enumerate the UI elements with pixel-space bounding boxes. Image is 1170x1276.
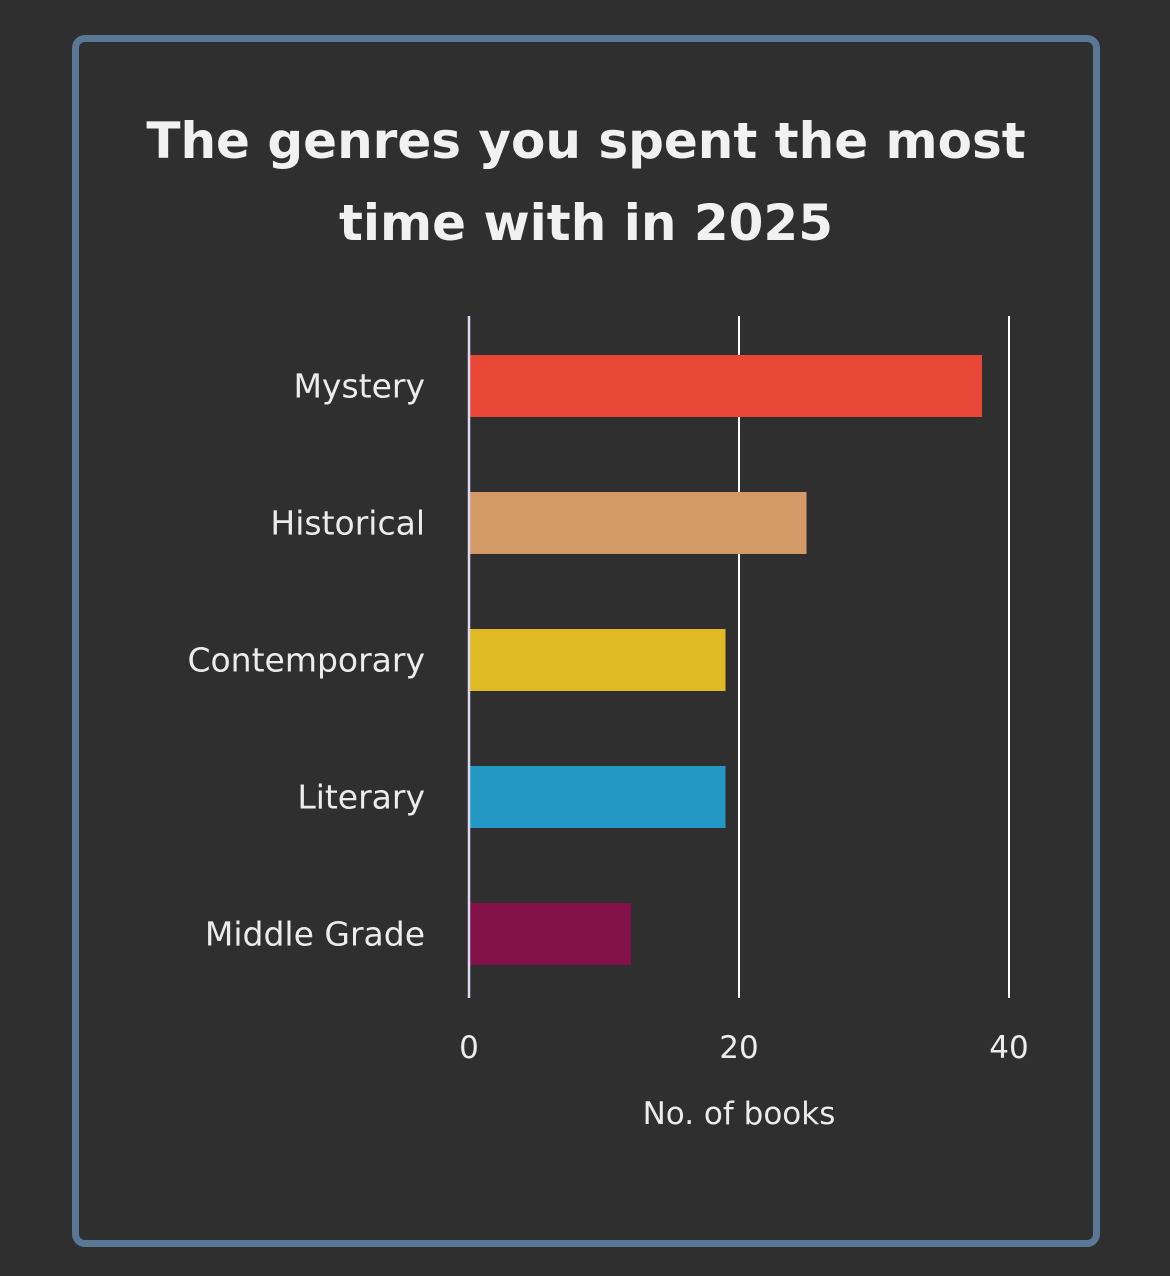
- bar-contemporary: [469, 629, 726, 691]
- bar-middle-grade: [469, 903, 631, 965]
- bar-mystery: [469, 355, 982, 417]
- bar-literary: [469, 766, 726, 828]
- x-tick-label-20: 20: [719, 1030, 758, 1066]
- category-label-literary: Literary: [297, 778, 425, 817]
- category-label-historical: Historical: [270, 504, 425, 543]
- x-tick-label-0: 0: [459, 1030, 479, 1066]
- chart-title-line-2: time with in 2025: [339, 194, 833, 252]
- chart-title-line-1: The genres you spent the most: [146, 112, 1026, 170]
- category-label-contemporary: Contemporary: [187, 641, 425, 680]
- x-axis-title: No. of books: [643, 1096, 836, 1132]
- x-tick-label-40: 40: [989, 1030, 1028, 1066]
- category-label-mystery: Mystery: [293, 367, 425, 406]
- category-label-middle-grade: Middle Grade: [205, 915, 425, 954]
- bar-historical: [469, 492, 807, 554]
